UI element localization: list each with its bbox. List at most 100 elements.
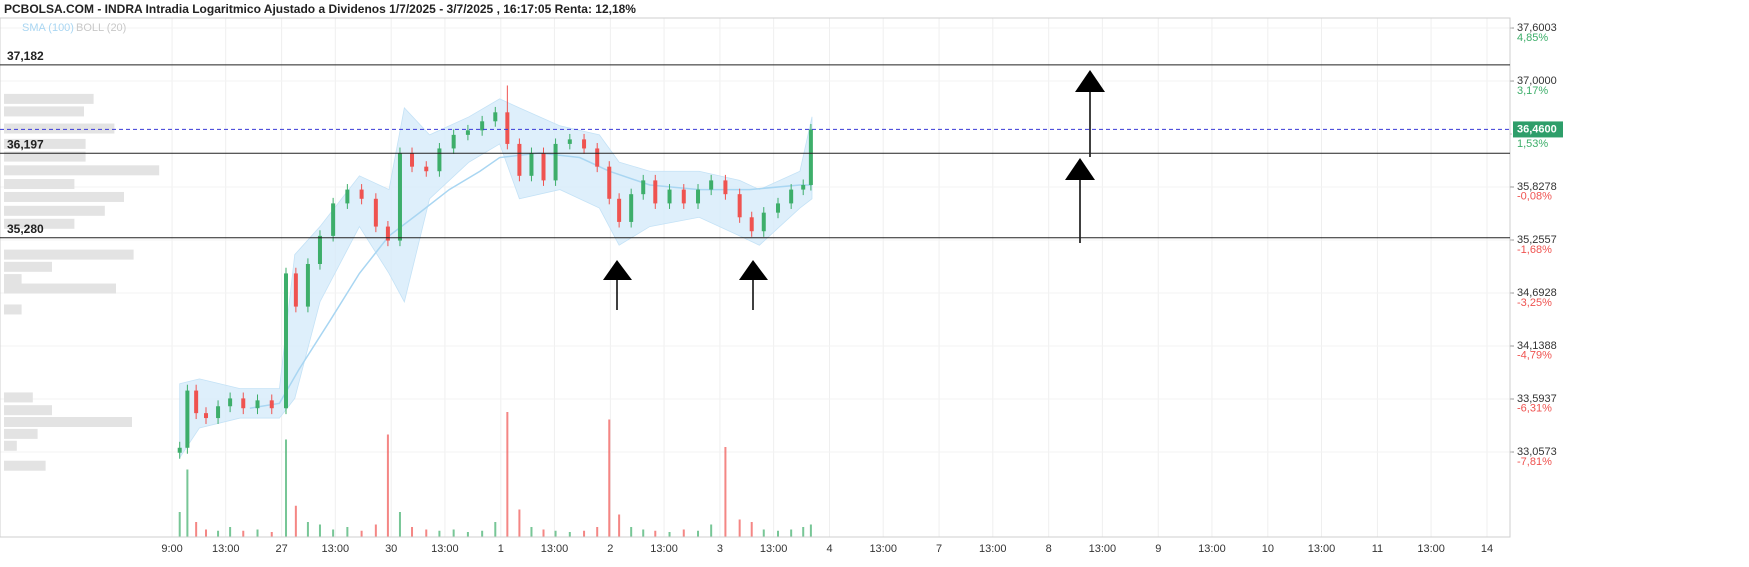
volume-profile-bar <box>4 428 38 439</box>
volume-profile-bar <box>4 179 75 190</box>
volume-bar <box>750 522 753 537</box>
candle-body <box>607 166 612 199</box>
candle-body <box>789 189 794 204</box>
candle-body <box>216 406 221 419</box>
candle-body <box>776 203 781 213</box>
volume-bar <box>386 434 389 537</box>
volume-bar <box>360 530 363 537</box>
y2-tick-label: 1,53% <box>1517 138 1548 150</box>
volume-bar <box>506 412 509 537</box>
volume-bar <box>518 509 521 537</box>
candle-body <box>284 273 289 409</box>
volume-bar <box>724 447 727 537</box>
x-tick-label: 13:00 <box>1198 543 1226 555</box>
volume-bar <box>583 530 586 537</box>
x-tick-label: 4 <box>826 543 832 555</box>
overlay-layer: PCBOLSA.COM - INDRA Intradia Logaritmico… <box>0 2 1563 555</box>
volume-profile-bar <box>4 151 86 162</box>
volume-bar <box>809 524 812 537</box>
x-tick-label: 13:00 <box>760 543 788 555</box>
x-tick-label: 2 <box>607 543 613 555</box>
x-tick-label: 10 <box>1262 543 1274 555</box>
volume-profile-bar <box>4 261 52 272</box>
candle-body <box>345 189 350 204</box>
volume-profile-bar <box>4 460 46 471</box>
volume-profile-bar <box>4 392 33 403</box>
x-tick-label: 13:00 <box>431 543 459 555</box>
candle-body <box>177 447 182 453</box>
volume-bar <box>494 522 497 537</box>
volume-bar <box>229 527 232 537</box>
volume-bar <box>374 524 377 537</box>
volume-profile-bar <box>4 191 124 202</box>
x-tick-label: 13:00 <box>1089 543 1117 555</box>
candle-body <box>269 400 274 409</box>
volume-profile-bar <box>4 405 52 416</box>
x-tick-label: 13:00 <box>869 543 897 555</box>
volume-bar <box>186 469 189 537</box>
candle-body <box>595 148 600 167</box>
y2-tick-label: -1,68% <box>1517 244 1552 256</box>
volume-profile-bar <box>4 165 160 176</box>
y2-tick-label: -6,31% <box>1517 403 1552 415</box>
candle-body <box>397 152 402 241</box>
volume-bar <box>217 530 220 537</box>
volume-bar <box>481 530 484 537</box>
volume-bar <box>285 439 288 537</box>
x-tick-label: 13:00 <box>212 543 240 555</box>
y2-tick-label: -7,81% <box>1517 456 1552 468</box>
plot-frame <box>0 17 1511 538</box>
y2-tick-label: 3,17% <box>1517 85 1548 97</box>
volume-bar <box>425 529 428 537</box>
volume-bar <box>242 530 245 537</box>
candle-body <box>505 112 510 144</box>
volume-bar <box>195 522 198 537</box>
candle-body <box>317 235 322 264</box>
candle-body <box>437 148 442 172</box>
volume-bar <box>270 532 273 537</box>
volume-bar <box>596 527 599 537</box>
volume-profile-bar <box>4 417 132 428</box>
volume-bar <box>205 529 208 537</box>
candle-body <box>737 194 742 218</box>
volume-bar <box>554 530 557 537</box>
x-tick-label: 13:00 <box>1417 543 1445 555</box>
y2-tick-label: 4,85% <box>1517 32 1548 44</box>
volume-bar <box>738 519 741 537</box>
y-tick-label: 35,8278 <box>1517 181 1557 193</box>
candle-body <box>617 198 622 222</box>
x-tick-label: 27 <box>275 543 287 555</box>
sma-line <box>249 152 812 409</box>
x-tick-label: 13:00 <box>1308 543 1336 555</box>
last-price-box <box>1513 121 1563 138</box>
chart-title: PCBOLSA.COM - INDRA Intradia Logaritmico… <box>4 2 636 16</box>
candle-body <box>359 189 364 199</box>
volume-profile-bar <box>4 93 94 104</box>
volume-bar <box>697 530 700 537</box>
x-tick-label: 1 <box>498 543 504 555</box>
y-tick-label: 37,6003 <box>1517 22 1557 34</box>
candle-body <box>667 189 672 204</box>
candle-body <box>204 413 209 419</box>
y-tick-label: 34,6928 <box>1517 287 1557 299</box>
x-tick-label: 13:00 <box>650 543 678 555</box>
candle-body <box>255 400 260 409</box>
y-tick-label: 34,1388 <box>1517 340 1557 352</box>
candle-body <box>529 152 534 176</box>
candle-body <box>761 212 766 232</box>
x-tick-label: 9:00 <box>161 543 182 555</box>
x-tick-label: 11 <box>1372 543 1383 555</box>
y-tick-label: 35,2557 <box>1517 234 1557 246</box>
y2-tick-label: -0,08% <box>1517 191 1552 203</box>
volume-bar <box>568 532 571 537</box>
candle-body <box>480 121 485 131</box>
y2-tick-label: -4,79% <box>1517 350 1552 362</box>
x-tick-label: 13:00 <box>979 543 1007 555</box>
volume-bar <box>762 529 765 537</box>
candle-body <box>451 134 456 149</box>
volume-bar <box>318 524 321 537</box>
volume-profile-bar <box>4 283 116 294</box>
candle-body <box>749 217 754 232</box>
candle-body <box>493 112 498 122</box>
